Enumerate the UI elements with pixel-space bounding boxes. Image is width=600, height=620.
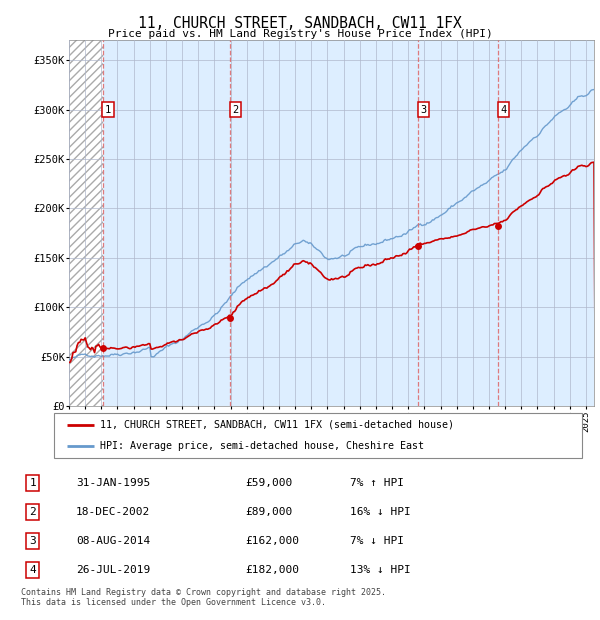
- Text: 31-JAN-1995: 31-JAN-1995: [76, 478, 150, 488]
- Text: 4: 4: [29, 565, 36, 575]
- Text: £59,000: £59,000: [245, 478, 292, 488]
- Text: 18-DEC-2002: 18-DEC-2002: [76, 507, 150, 517]
- Text: 4: 4: [500, 105, 507, 115]
- Text: 3: 3: [421, 105, 427, 115]
- Text: 11, CHURCH STREET, SANDBACH, CW11 1FX: 11, CHURCH STREET, SANDBACH, CW11 1FX: [138, 16, 462, 31]
- Text: 7% ↑ HPI: 7% ↑ HPI: [350, 478, 404, 488]
- Text: 26-JUL-2019: 26-JUL-2019: [76, 565, 150, 575]
- Text: 2: 2: [232, 105, 239, 115]
- Text: 11, CHURCH STREET, SANDBACH, CW11 1FX (semi-detached house): 11, CHURCH STREET, SANDBACH, CW11 1FX (s…: [100, 420, 454, 430]
- Text: 3: 3: [29, 536, 36, 546]
- Text: 08-AUG-2014: 08-AUG-2014: [76, 536, 150, 546]
- Text: £162,000: £162,000: [245, 536, 299, 546]
- Text: HPI: Average price, semi-detached house, Cheshire East: HPI: Average price, semi-detached house,…: [100, 441, 424, 451]
- Text: Contains HM Land Registry data © Crown copyright and database right 2025.
This d: Contains HM Land Registry data © Crown c…: [21, 588, 386, 607]
- Text: 7% ↓ HPI: 7% ↓ HPI: [350, 536, 404, 546]
- Text: £182,000: £182,000: [245, 565, 299, 575]
- Text: Price paid vs. HM Land Registry's House Price Index (HPI): Price paid vs. HM Land Registry's House …: [107, 29, 493, 39]
- Text: 13% ↓ HPI: 13% ↓ HPI: [350, 565, 410, 575]
- Text: 1: 1: [29, 478, 36, 488]
- Text: 2: 2: [29, 507, 36, 517]
- Text: £89,000: £89,000: [245, 507, 292, 517]
- Text: 1: 1: [105, 105, 112, 115]
- Text: 16% ↓ HPI: 16% ↓ HPI: [350, 507, 410, 517]
